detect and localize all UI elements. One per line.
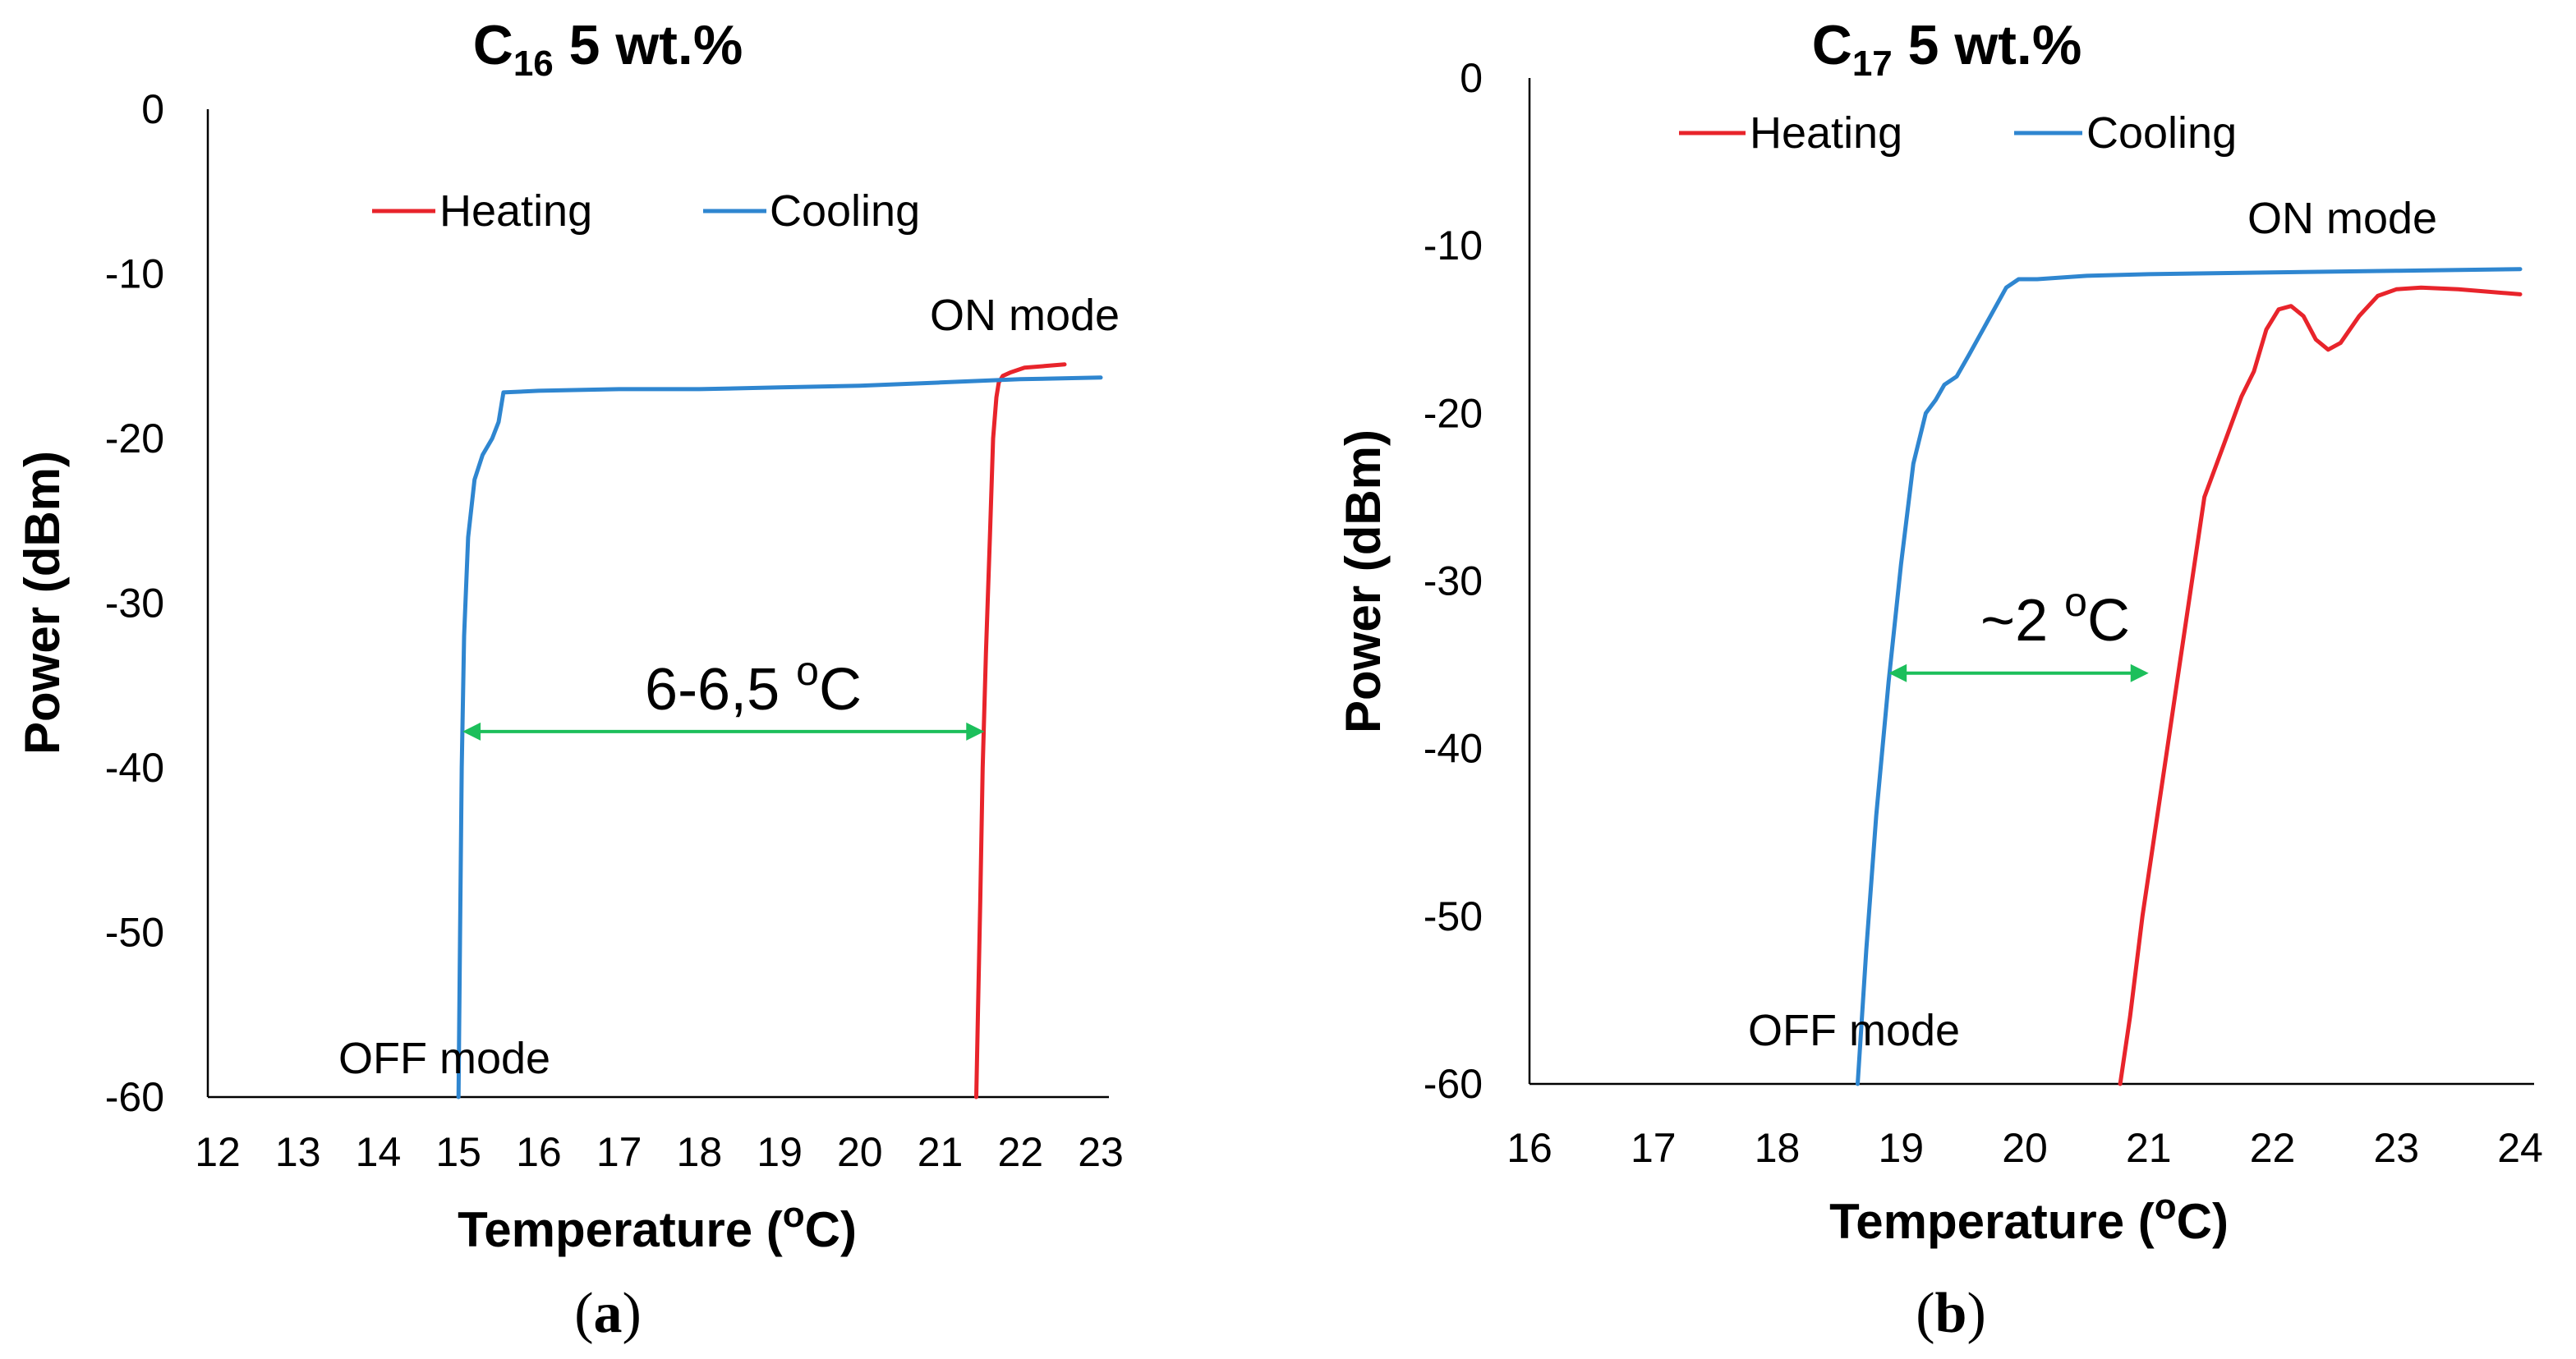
x-tick-label: 19 bbox=[757, 1129, 803, 1175]
chart-b-legend: Heating Cooling bbox=[1679, 108, 2237, 158]
x-tick-label: 16 bbox=[1506, 1125, 1552, 1171]
chart-a-series bbox=[456, 362, 1103, 1100]
gap-arrow-head-right bbox=[966, 722, 985, 741]
x-tick-label: 15 bbox=[435, 1129, 481, 1175]
legend-heating-label: Heating bbox=[1750, 108, 1902, 158]
y-tick-label: -30 bbox=[1424, 558, 1483, 604]
chart-a-x-label: Temperature (oC) bbox=[458, 1195, 857, 1257]
series-heating-line bbox=[2118, 285, 2523, 1086]
y-tick-label: -10 bbox=[1424, 223, 1483, 269]
chart-a-gap-arrow bbox=[462, 722, 985, 741]
chart-b-off-mode-label: OFF mode bbox=[1748, 1006, 1960, 1055]
y-tick-label: -30 bbox=[105, 581, 164, 627]
chart-b-title: C17 5 wt.% bbox=[1812, 14, 2082, 84]
chart-b-gap-arrow bbox=[1888, 663, 2149, 682]
chart-a-gap-label: 6-6,5 oC bbox=[645, 648, 862, 723]
x-tick-label: 19 bbox=[1878, 1125, 1924, 1171]
x-tick-label: 23 bbox=[1078, 1129, 1124, 1175]
x-tick-label: 20 bbox=[2002, 1125, 2048, 1171]
chart-a-caption: (a) bbox=[574, 1282, 642, 1345]
legend-cooling-label: Cooling bbox=[770, 186, 920, 236]
y-tick-label: -60 bbox=[105, 1074, 164, 1120]
x-tick-label: 23 bbox=[2373, 1125, 2419, 1171]
chart-a-y-label: Power (dBm) bbox=[15, 451, 70, 755]
y-tick-label: -20 bbox=[105, 416, 164, 461]
x-tick-label: 16 bbox=[516, 1129, 562, 1175]
chart-b-gap-label: ~2 oC bbox=[1980, 579, 2130, 654]
chart-a-legend: Heating Cooling bbox=[372, 186, 920, 236]
y-tick-label: -40 bbox=[1424, 726, 1483, 772]
y-tick-label: -60 bbox=[1424, 1061, 1483, 1107]
x-tick-label: 21 bbox=[2126, 1125, 2172, 1171]
x-tick-label: 20 bbox=[837, 1129, 883, 1175]
x-tick-label: 22 bbox=[2250, 1125, 2296, 1171]
chart-b-caption: (b) bbox=[1916, 1282, 1986, 1345]
chart-b: C17 5 wt.% Heating Cooling 0 -10 -20 -30 -40… bbox=[1336, 14, 2543, 1345]
chart-a-x-ticks: 12 13 14 15 16 17 18 19 20 21 22 23 bbox=[195, 1129, 1124, 1175]
chart-a-on-mode-label: ON mode bbox=[930, 291, 1120, 340]
x-tick-label: 17 bbox=[596, 1129, 642, 1175]
gap-arrow-head-left bbox=[1888, 663, 1907, 682]
gap-arrow-head-right bbox=[2130, 663, 2149, 682]
x-tick-label: 18 bbox=[677, 1129, 723, 1175]
chart-b-series bbox=[1856, 267, 2523, 1086]
x-tick-label: 14 bbox=[356, 1129, 402, 1175]
x-tick-label: 22 bbox=[997, 1129, 1043, 1175]
chart-a-off-mode-label: OFF mode bbox=[338, 1034, 550, 1083]
chart-b-x-ticks: 16 17 18 19 20 21 22 23 24 bbox=[1506, 1125, 2543, 1171]
chart-b-y-ticks: 0 -10 -20 -30 -40 -50 -60 bbox=[1424, 55, 1483, 1107]
y-tick-label: 0 bbox=[1460, 55, 1483, 101]
y-tick-label: -50 bbox=[1424, 893, 1483, 939]
x-tick-label: 24 bbox=[2497, 1125, 2543, 1171]
x-tick-label: 12 bbox=[195, 1129, 241, 1175]
gap-arrow-head-left bbox=[462, 722, 481, 741]
x-tick-label: 17 bbox=[1631, 1125, 1677, 1171]
chart-b-y-label: Power (dBm) bbox=[1336, 429, 1391, 733]
series-cooling-line bbox=[456, 375, 1103, 1100]
chart-a: C16 5 wt.% Heating Cooling 0 -10 -20 -30 -40… bbox=[15, 14, 1124, 1345]
chart-a-y-ticks: 0 -10 -20 -30 -40 -50 -60 bbox=[105, 86, 164, 1120]
legend-heating-label: Heating bbox=[439, 186, 592, 236]
y-tick-label: -50 bbox=[105, 910, 164, 956]
x-tick-label: 21 bbox=[918, 1129, 964, 1175]
y-tick-label: 0 bbox=[141, 86, 164, 132]
series-cooling-line bbox=[1856, 267, 2523, 1086]
y-tick-label: -10 bbox=[105, 251, 164, 297]
y-tick-label: -20 bbox=[1424, 390, 1483, 436]
chart-b-on-mode-label: ON mode bbox=[2247, 194, 2437, 243]
series-heating-line bbox=[974, 362, 1067, 1100]
x-tick-label: 13 bbox=[275, 1129, 321, 1175]
y-tick-label: -40 bbox=[105, 745, 164, 791]
chart-b-x-label: Temperature (oC) bbox=[1829, 1187, 2229, 1249]
legend-cooling-label: Cooling bbox=[2086, 108, 2237, 158]
chart-a-title: C16 5 wt.% bbox=[473, 14, 743, 84]
x-tick-label: 18 bbox=[1755, 1125, 1801, 1171]
